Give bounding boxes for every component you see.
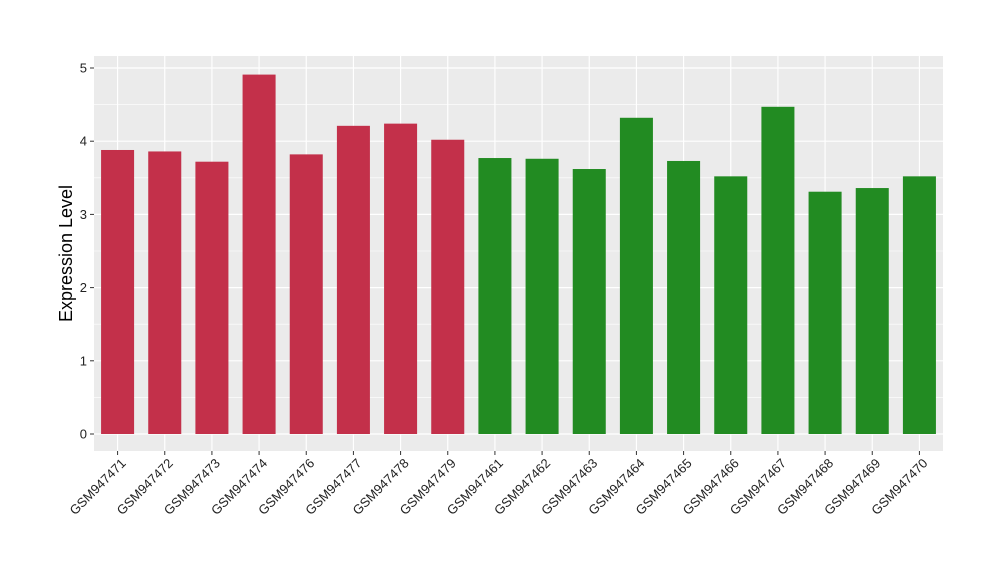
bar-GSM947465 xyxy=(667,160,701,435)
bar-GSM947462 xyxy=(525,158,559,434)
bar-GSM947461 xyxy=(478,158,512,434)
y-tick-label: 4 xyxy=(80,134,87,149)
grid-minor-lines xyxy=(94,104,943,398)
y-tick-label: 3 xyxy=(80,207,87,222)
bar-GSM947473 xyxy=(195,161,229,435)
y-axis-title: Expression Level xyxy=(56,185,76,322)
bar-GSM947471 xyxy=(101,149,135,434)
bar-GSM947477 xyxy=(336,125,370,434)
y-tick-label: 5 xyxy=(80,61,87,76)
bar-GSM947466 xyxy=(714,176,748,434)
bar-GSM947467 xyxy=(761,106,795,435)
y-tick-label: 1 xyxy=(80,353,87,368)
y-tick-label: 2 xyxy=(80,280,87,295)
bar-GSM947464 xyxy=(619,117,653,434)
y-axis: 0 1 2 3 4 5 xyxy=(80,61,94,442)
bar-GSM947476 xyxy=(289,154,323,434)
plot-panel xyxy=(94,56,943,451)
bar-GSM947479 xyxy=(431,139,465,434)
bar-GSM947478 xyxy=(384,123,418,435)
bar-GSM947468 xyxy=(808,191,842,434)
bar-GSM947470 xyxy=(902,176,936,434)
bar-GSM947463 xyxy=(572,169,606,435)
x-axis: GSM947471GSM947472GSM947473GSM947474GSM9… xyxy=(66,451,931,518)
bar-GSM947469 xyxy=(855,188,889,434)
bars-group xyxy=(101,74,936,435)
y-tick-label: 0 xyxy=(80,427,87,442)
bar-GSM947474 xyxy=(242,74,276,434)
bar-GSM947472 xyxy=(148,151,182,434)
